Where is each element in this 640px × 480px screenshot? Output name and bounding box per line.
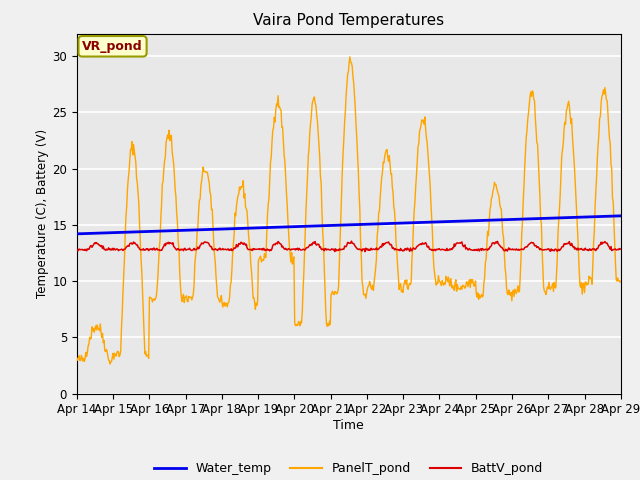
- X-axis label: Time: Time: [333, 419, 364, 432]
- Title: Vaira Pond Temperatures: Vaira Pond Temperatures: [253, 13, 444, 28]
- Legend: Water_temp, PanelT_pond, BattV_pond: Water_temp, PanelT_pond, BattV_pond: [149, 457, 548, 480]
- Text: VR_pond: VR_pond: [82, 40, 143, 53]
- Y-axis label: Temperature (C), Battery (V): Temperature (C), Battery (V): [36, 129, 49, 298]
